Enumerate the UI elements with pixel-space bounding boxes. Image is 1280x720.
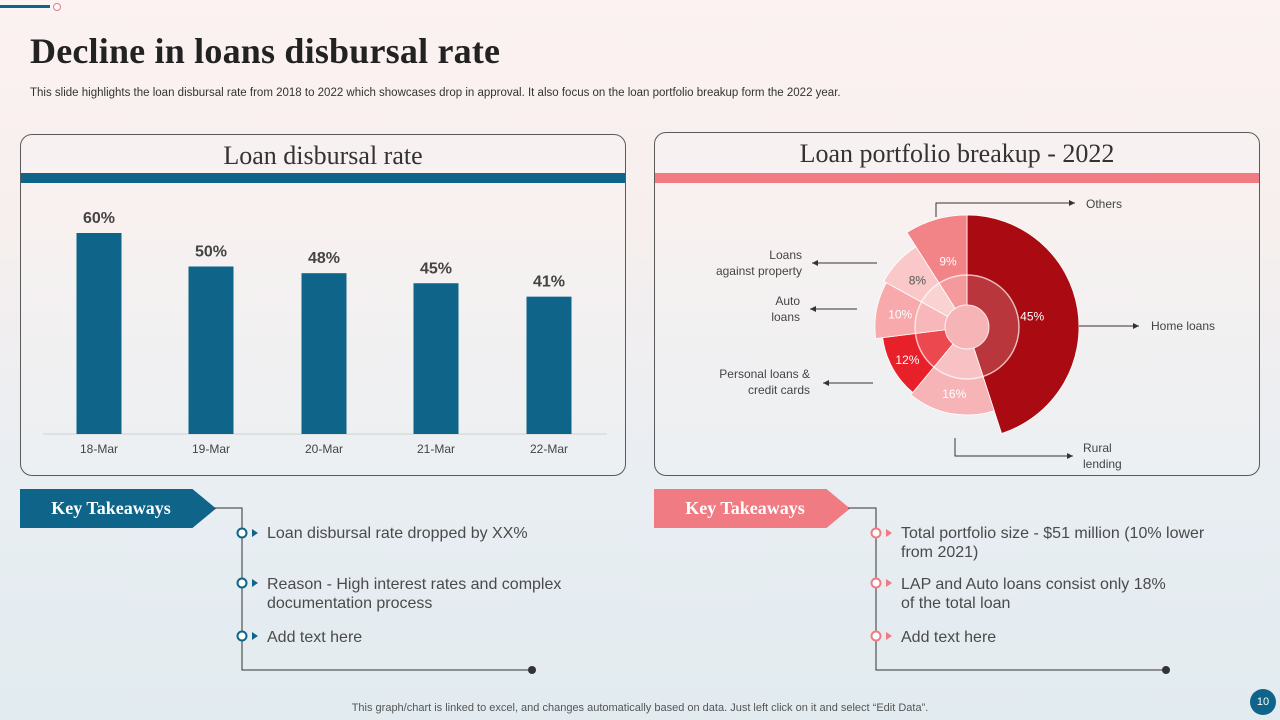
- takeaway-right-1-line-2: from 2021): [901, 544, 979, 561]
- pie-slice-1[interactable]: [910, 326, 995, 416]
- pie-slice-label: 45%: [1020, 310, 1044, 324]
- bullet-circle: [236, 527, 248, 539]
- x-tick-label: 19-Mar: [192, 442, 230, 456]
- takeaway-right-3: Add text here: [901, 628, 996, 647]
- callout-arrow-auto: [810, 306, 816, 312]
- key-takeaways-right-heading: Key Takeaways: [654, 489, 850, 528]
- slide-title: Decline in loans disbursal rate: [30, 31, 501, 71]
- pie-slice-label: 10%: [888, 307, 912, 321]
- panel-header-bar: [21, 173, 625, 183]
- bar-18-Mar[interactable]: [76, 233, 122, 434]
- takeaway-right-2: LAP and Auto loans consist only 18% of t…: [901, 575, 1166, 613]
- bullet-circle: [236, 577, 248, 589]
- takeaway-right-2-line-2: of the total loan: [901, 595, 1011, 612]
- bullet-circle: [870, 527, 882, 539]
- pie-slice-5[interactable]: [906, 214, 968, 329]
- pie-center-hole: [944, 304, 990, 350]
- pie-slice-label: 12%: [895, 353, 919, 367]
- callout-arrow-rural: [1067, 453, 1073, 459]
- bar-value-label: 48%: [308, 250, 340, 267]
- bullet-arrow: [252, 632, 258, 640]
- callout-label-auto-1: Auto: [775, 294, 800, 308]
- panel-header-bar: [655, 173, 1259, 183]
- bullet-circle: [870, 577, 882, 589]
- callout-arrow-lap: [812, 260, 818, 266]
- bullet-arrow: [252, 529, 258, 537]
- bar-21-Mar[interactable]: [413, 283, 459, 434]
- bar-chart[interactable]: 60% 18-Mar 50% 19-Mar 48% 20-Mar 45% 21-Mar 41% 2…: [21, 135, 626, 476]
- callout-label-personal-1: Personal loans &: [719, 367, 810, 381]
- bar-value-label: 41%: [533, 274, 565, 291]
- bullet-arrow: [886, 632, 892, 640]
- bullet-circle: [870, 630, 882, 642]
- callout-label-auto-2: loans: [771, 310, 800, 324]
- key-takeaways-left-heading: Key Takeaways: [20, 489, 216, 528]
- takeaway-left-3-line-1: Add text here: [267, 629, 363, 646]
- takeaway-left-2-line-1: Reason - High interest rates and complex: [267, 576, 562, 593]
- loan-portfolio-panel: Loan portfolio breakup - 2022 45% 16% 12% 1…: [654, 132, 1260, 476]
- takeaway-right-1: Total portfolio size - $51 million (10% …: [901, 524, 1204, 562]
- pie-slice-label: 9%: [939, 255, 957, 269]
- takeaway-left-3: Add text here: [267, 628, 362, 647]
- top-accent-dot: [53, 3, 61, 11]
- bullet-arrow: [252, 579, 258, 587]
- takeaway-left-1: Loan disbursal rate dropped by XX%: [267, 524, 528, 543]
- pie-slice-label: 16%: [942, 387, 966, 401]
- page-number: 10: [1250, 689, 1276, 715]
- pie-slice-0[interactable]: [966, 214, 1080, 435]
- takeaway-right-3-line-1: Add text here: [901, 629, 997, 646]
- pie-slice-2[interactable]: [882, 326, 968, 394]
- pie-slice-label: 8%: [909, 273, 927, 287]
- callout-label-rural-1: Rural: [1083, 441, 1112, 455]
- pie-chart[interactable]: 45% 16% 12% 10% 8% 9% Others Home loans Rural len…: [655, 133, 1260, 476]
- bar-22-Mar[interactable]: [526, 296, 572, 434]
- x-tick-label: 20-Mar: [305, 442, 343, 456]
- callout-label-rural-2: lending: [1083, 457, 1122, 471]
- bar-19-Mar[interactable]: [188, 266, 234, 435]
- bar-value-label: 60%: [83, 210, 115, 227]
- takeaway-left-2: Reason - High interest rates and complex…: [267, 575, 561, 613]
- bullet-circle: [236, 630, 248, 642]
- slide-subtitle: This slide highlights the loan disbursal…: [30, 87, 841, 99]
- pie-chart-title: Loan portfolio breakup - 2022: [799, 139, 1115, 168]
- bar-chart-title: Loan disbursal rate: [223, 141, 423, 170]
- footer-note: This graph/chart is linked to excel, and…: [351, 702, 929, 714]
- connector-end-dot: [1162, 666, 1170, 674]
- callout-label-personal-2: credit cards: [748, 383, 810, 397]
- callout-label-lap-2: against property: [716, 264, 802, 278]
- takeaway-left-1-line-1: Loan disbursal rate dropped by XX%: [267, 525, 528, 542]
- callout-label-home: Home loans: [1151, 319, 1215, 333]
- callout-label-lap-1: Loans: [769, 248, 802, 262]
- loan-disbursal-panel: Loan disbursal rate 60% 18-Mar 50% 19-Mar 48…: [20, 134, 626, 476]
- bar-value-label: 45%: [420, 260, 452, 277]
- bar-20-Mar[interactable]: [301, 273, 347, 434]
- x-tick-label: 22-Mar: [530, 442, 568, 456]
- bullet-arrow: [886, 579, 892, 587]
- callout-arrow-others: [1069, 200, 1075, 206]
- callout-arrow-personal: [823, 380, 829, 386]
- callout-line-others: [935, 202, 1075, 217]
- takeaway-right-2-line-1: LAP and Auto loans consist only 18%: [901, 576, 1166, 593]
- callout-arrow-home: [1133, 323, 1139, 329]
- bar-value-label: 50%: [195, 244, 227, 261]
- bullet-arrow: [886, 529, 892, 537]
- callout-label-others: Others: [1086, 197, 1122, 211]
- takeaway-right-1-line-1: Total portfolio size - $51 million (10% …: [901, 525, 1205, 542]
- top-accent-line: [0, 5, 50, 8]
- connector-end-dot: [528, 666, 536, 674]
- callout-line-rural: [954, 438, 1073, 457]
- x-tick-label: 18-Mar: [80, 442, 118, 456]
- takeaway-left-2-line-2: documentation process: [267, 595, 433, 612]
- x-tick-label: 21-Mar: [417, 442, 455, 456]
